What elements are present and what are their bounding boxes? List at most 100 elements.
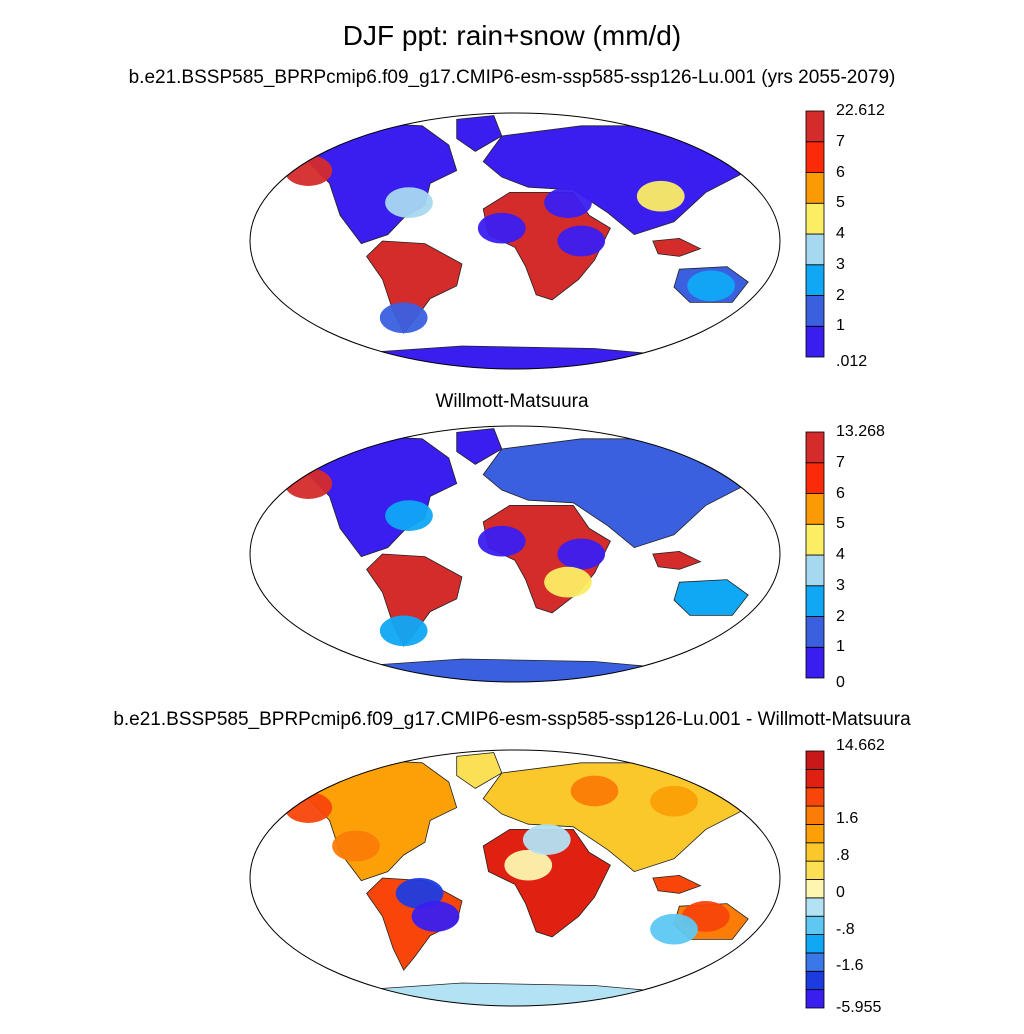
colorbar-label: -.8 (836, 920, 855, 938)
region-patch (385, 187, 433, 218)
region-patch (284, 155, 333, 186)
region-patch (477, 212, 526, 244)
region-patch (687, 270, 735, 302)
colorbar-swatch (805, 554, 825, 587)
panel-1-map (249, 110, 825, 370)
colorbar-swatch (805, 172, 825, 204)
region-patch (557, 538, 606, 570)
region-patch (395, 878, 444, 909)
colorbar-label: 1.6 (836, 810, 859, 828)
colorbar-label: 3 (836, 255, 845, 273)
colorbar-label: 6 (836, 163, 845, 181)
land-regions (275, 752, 749, 1006)
colorbar-label: 7 (836, 132, 845, 150)
colorbar-label: 7 (836, 453, 845, 471)
region-seasia (652, 874, 702, 894)
region-antarctica (349, 658, 681, 682)
colorbar-swatch (805, 879, 825, 899)
land-regions (275, 428, 749, 682)
region-antarctica (349, 982, 681, 1006)
panel-3-map (249, 749, 825, 1009)
colorbar-swatch (805, 860, 825, 880)
colorbar-label: 4 (836, 225, 845, 242)
region-patch (650, 913, 698, 945)
colorbar-label: -1.6 (836, 957, 864, 975)
region-patch (570, 775, 619, 807)
colorbar-label: 0 (836, 674, 845, 691)
region-greenland (456, 752, 503, 789)
region-patch (544, 187, 592, 218)
colorbar-swatch (805, 750, 825, 770)
colorbar-swatch (805, 585, 825, 617)
region-patch (689, 148, 738, 180)
colorbar-swatch (805, 616, 825, 648)
colorbar-swatch (805, 325, 825, 358)
colorbar-swatch (805, 110, 825, 143)
colorbar-label: 2 (836, 607, 845, 625)
colorbar-label: .012 (836, 353, 868, 370)
region-patch (636, 493, 685, 525)
colorbar-swatch (805, 202, 825, 235)
colorbar-swatch (805, 646, 825, 679)
colorbar-swatch (805, 295, 825, 327)
region-antarctica (349, 345, 681, 369)
region-patch (284, 792, 333, 823)
colorbar-swatch (805, 952, 825, 972)
colorbar-swatch (805, 915, 825, 935)
region-patch (522, 824, 571, 855)
panel-2-subtitle: Willmott-Matsuura (435, 391, 589, 412)
region-patch (284, 468, 333, 499)
colorbar-label: 4 (836, 546, 845, 563)
region-patch (636, 180, 685, 212)
map-outline (249, 425, 781, 683)
colorbar-label: 1 (836, 638, 845, 656)
colorbar-swatch (805, 970, 825, 991)
colorbar-swatch (805, 523, 825, 556)
colorbar-swatch (805, 805, 825, 825)
panel-1-subtitle: b.e21.BSSP585_BPRPcmip6.f09_g17.CMIP6-es… (128, 67, 896, 88)
region-greenland (456, 115, 503, 152)
region-patch (557, 225, 606, 257)
region-patch (379, 302, 428, 334)
colorbar-swatch (805, 264, 825, 296)
region-seasia (652, 237, 702, 257)
colorbar-label: 22.612 (836, 102, 885, 119)
panel-2-map (249, 425, 825, 683)
region-patch (411, 901, 460, 932)
colorbar-label: .8 (836, 847, 850, 865)
colorbar-label: 3 (836, 576, 845, 594)
colorbar-label: 14.662 (836, 737, 885, 754)
region-patch (650, 785, 698, 817)
colorbar-swatch (805, 141, 825, 173)
panel-3-subtitle: b.e21.BSSP585_BPRPcmip6.f09_g17.CMIP6-es… (113, 709, 911, 730)
colorbar-label: 6 (836, 484, 845, 502)
colorbar-swatch (805, 824, 825, 844)
region-seasia (652, 550, 702, 570)
colorbar-swatch (805, 431, 825, 464)
region-patch (332, 830, 380, 862)
region-patch (544, 566, 592, 598)
region-patch (379, 615, 428, 647)
colorbar-swatch (805, 768, 825, 789)
land-regions (275, 115, 749, 369)
region-patch (477, 525, 526, 557)
colorbar-label: -5.955 (836, 999, 882, 1016)
colorbar-swatch (805, 233, 825, 266)
colorbar-label: 5 (836, 194, 845, 212)
colorbar-swatch (805, 462, 825, 494)
colorbar-swatch (805, 897, 825, 917)
colorbar-swatch (805, 493, 825, 525)
region-patch (504, 849, 553, 881)
region-greenland (456, 428, 503, 465)
region-patch (385, 500, 433, 531)
colorbar-swatch (805, 989, 825, 1009)
colorbar-swatch (805, 934, 825, 954)
colorbar-swatch (805, 842, 825, 862)
colorbar-label: 13.268 (836, 423, 885, 440)
colorbar-label: 5 (836, 515, 845, 533)
map-outline (249, 112, 781, 370)
colorbar-label: 2 (836, 286, 845, 304)
colorbar-swatch (805, 787, 825, 807)
map-outline (249, 749, 781, 1007)
colorbar-label: 1 (836, 317, 845, 335)
